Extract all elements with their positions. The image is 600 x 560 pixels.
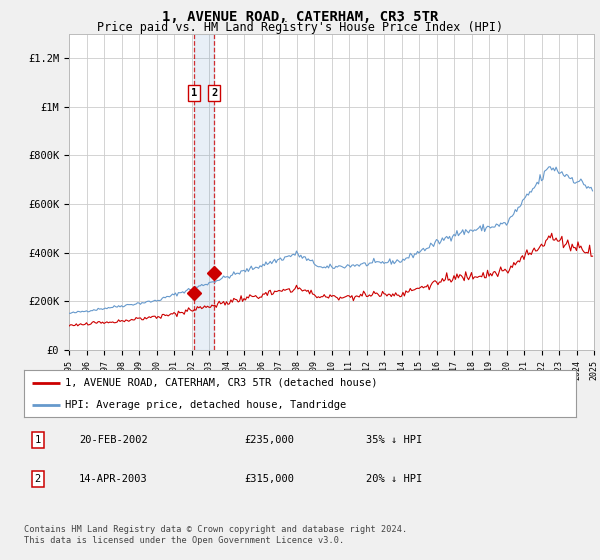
Text: 20-FEB-2002: 20-FEB-2002 [79,435,148,445]
Bar [194,34,214,350]
Text: 1, AVENUE ROAD, CATERHAM, CR3 5TR: 1, AVENUE ROAD, CATERHAM, CR3 5TR [162,10,438,24]
Text: 35% ↓ HPI: 35% ↓ HPI [366,435,422,445]
Text: Price paid vs. HM Land Registry's House Price Index (HPI): Price paid vs. HM Land Registry's House … [97,21,503,34]
Text: 20% ↓ HPI: 20% ↓ HPI [366,474,422,484]
Text: £235,000: £235,000 [245,435,295,445]
Text: 1, AVENUE ROAD, CATERHAM, CR3 5TR (detached house): 1, AVENUE ROAD, CATERHAM, CR3 5TR (detac… [65,378,378,388]
Text: 14-APR-2003: 14-APR-2003 [79,474,148,484]
Text: Contains HM Land Registry data © Crown copyright and database right 2024.
This d: Contains HM Land Registry data © Crown c… [24,525,407,545]
Text: 1: 1 [191,88,197,98]
Text: 1: 1 [35,435,41,445]
Text: HPI: Average price, detached house, Tandridge: HPI: Average price, detached house, Tand… [65,400,347,410]
Text: £315,000: £315,000 [245,474,295,484]
Text: 2: 2 [35,474,41,484]
Text: 2: 2 [211,88,217,98]
